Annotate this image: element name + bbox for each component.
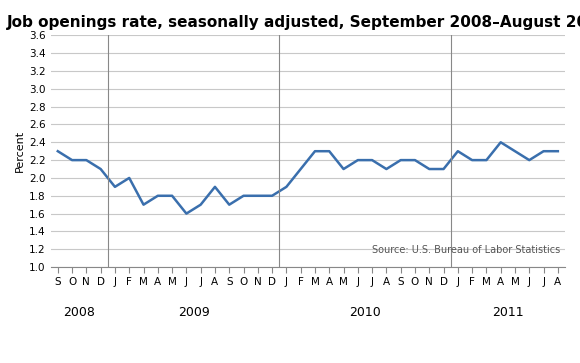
Text: Source: U.S. Bureau of Labor Statistics: Source: U.S. Bureau of Labor Statistics	[372, 245, 560, 256]
Text: 2011: 2011	[492, 306, 524, 319]
Y-axis label: Percent: Percent	[15, 130, 25, 172]
Title: Job openings rate, seasonally adjusted, September 2008–August 2011: Job openings rate, seasonally adjusted, …	[7, 15, 580, 30]
Text: 2010: 2010	[349, 306, 381, 319]
Text: 2008: 2008	[63, 306, 95, 319]
Text: 2009: 2009	[177, 306, 209, 319]
